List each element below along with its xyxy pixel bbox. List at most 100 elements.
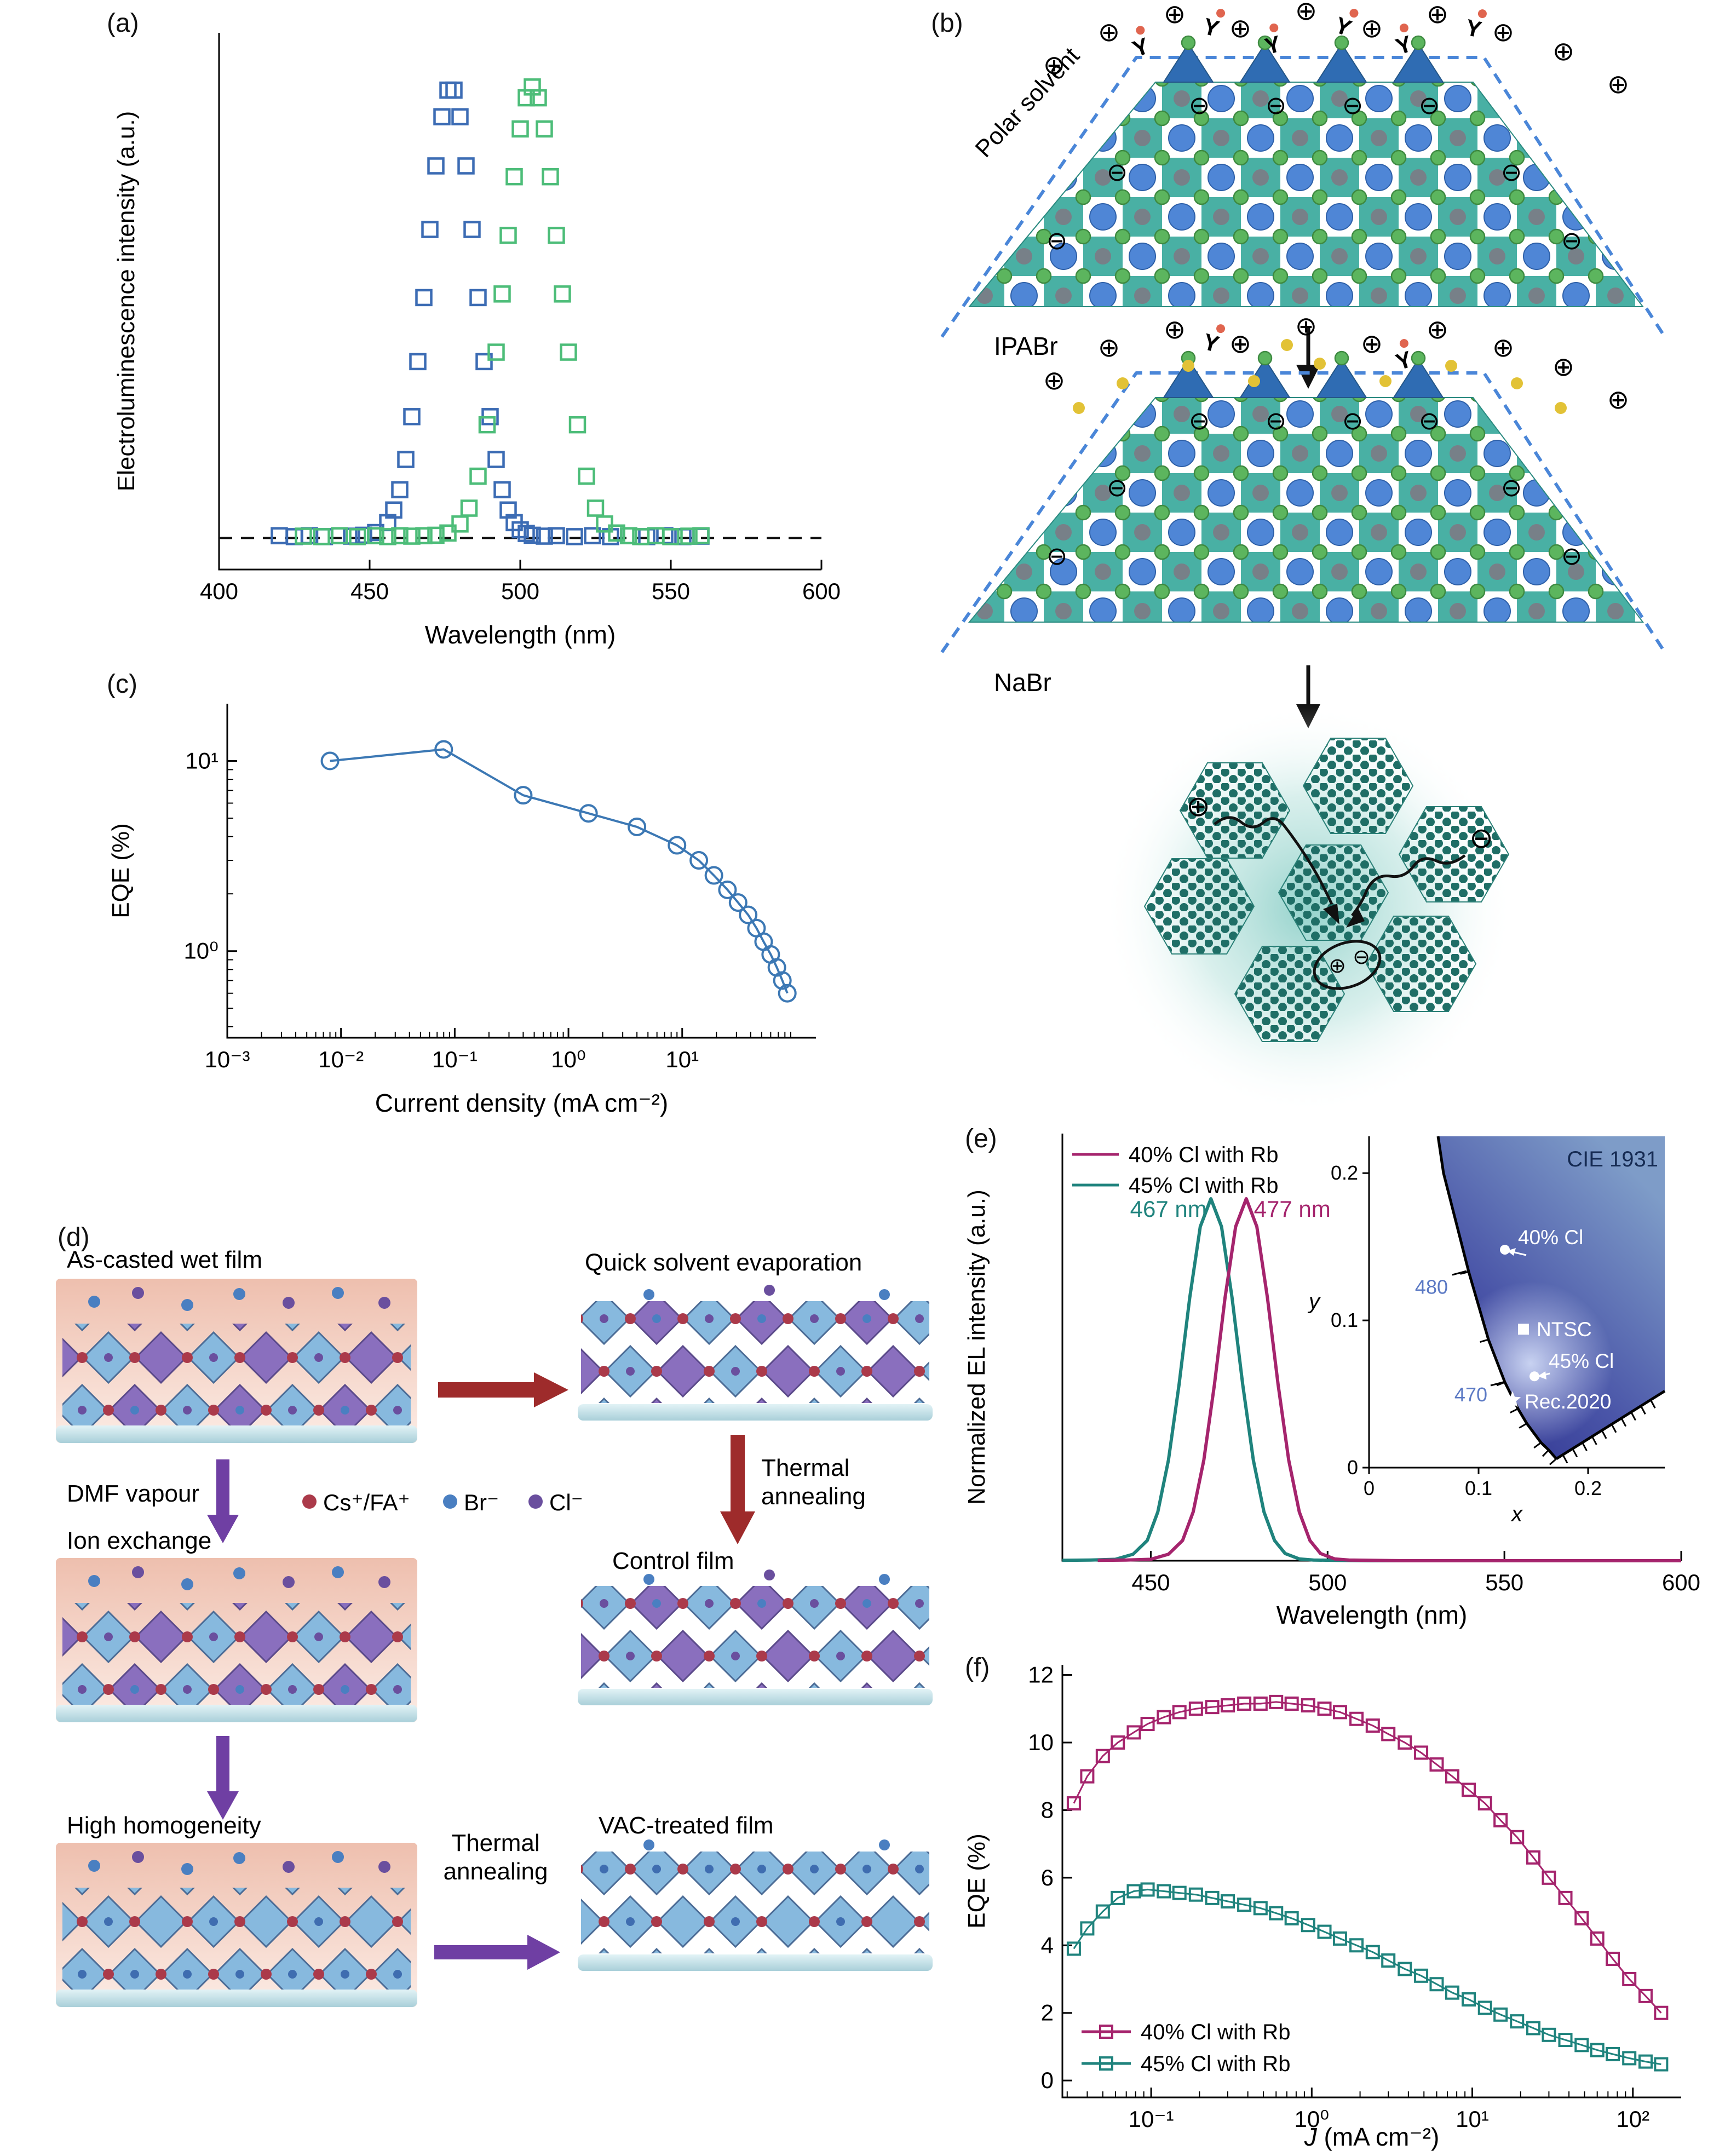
svg-text:⊕: ⊕: [1043, 366, 1065, 395]
svg-text:Normalized EL intensity (a.u.): Normalized EL intensity (a.u.): [963, 1189, 990, 1504]
svg-text:Rec.2020: Rec.2020: [1525, 1390, 1611, 1413]
svg-text:Current density (mA cm⁻²): Current density (mA cm⁻²): [375, 1089, 669, 1117]
svg-text:⊕: ⊕: [1553, 353, 1574, 382]
svg-text:⊕: ⊕: [1295, 0, 1317, 26]
svg-text:40% Cl: 40% Cl: [1518, 1226, 1583, 1249]
svg-text:⊖: ⊖: [1419, 91, 1440, 119]
ion-legend: Cs⁺/FA⁺ Br⁻ Cl⁻: [302, 1490, 583, 1515]
dashed-outline: [940, 56, 1666, 338]
recombination-ellipse: [1313, 940, 1382, 990]
svg-text:⊖: ⊖: [1419, 406, 1440, 435]
svg-text:⊖: ⊖: [1107, 158, 1128, 186]
svg-text:10¹: 10¹: [665, 1047, 699, 1072]
as-casted-film: [56, 1279, 417, 1443]
svg-text:40% Cl with Rb: 40% Cl with Rb: [1129, 1143, 1278, 1167]
hole-symbol-small: ⊕: [1329, 955, 1346, 978]
svg-text:Wavelength (nm): Wavelength (nm): [1277, 1601, 1468, 1629]
svg-text:⊕: ⊕: [1361, 330, 1383, 359]
br-label: Br⁻: [464, 1490, 499, 1515]
high-homogeneity-film: [56, 1843, 417, 2007]
svg-text:45% Cl with Rb: 45% Cl with Rb: [1141, 2052, 1290, 2076]
svg-text:EQE (%): EQE (%): [963, 1833, 990, 1929]
svg-text:0.1: 0.1: [1465, 1477, 1492, 1499]
svg-text:4: 4: [1041, 1932, 1054, 1958]
svg-text:550: 550: [652, 578, 690, 604]
svg-text:Y: Y: [1393, 346, 1415, 375]
svg-text:J (mA cm⁻²): J (mA cm⁻²): [1304, 2123, 1440, 2151]
svg-text:6: 6: [1041, 1865, 1054, 1890]
svg-text:⊖: ⊖: [1046, 542, 1068, 570]
control-film-label: Control film: [612, 1548, 734, 1574]
svg-text:10⁰: 10⁰: [551, 1047, 586, 1072]
plus-ions: ⊕ ⊕ ⊕ ⊕ ⊕ ⊕ ⊕ ⊕ ⊕ ⊕: [1043, 0, 1629, 99]
nanocrystal-clusters: [1143, 738, 1510, 1042]
svg-text:⊖: ⊖: [1342, 91, 1364, 119]
svg-text:EQE (%): EQE (%): [107, 823, 134, 918]
svg-text:0.2: 0.2: [1574, 1477, 1602, 1499]
nanocrystal-aggregate: ⊕ ⊖ ⊕ ⊖: [1103, 704, 1514, 1114]
svg-text:⊖: ⊖: [1107, 473, 1128, 502]
svg-text:y: y: [1307, 1290, 1321, 1314]
dmf-vapour-label: DMF vapour: [67, 1480, 199, 1507]
svg-text:⊖: ⊖: [1189, 91, 1210, 119]
electron-symbol: ⊖: [1469, 823, 1493, 854]
dashed-outline: [940, 371, 1666, 653]
ion-exchange-film: [56, 1558, 417, 1722]
svg-text:⊕: ⊕: [1553, 37, 1574, 66]
svg-text:467 nm: 467 nm: [1130, 1196, 1207, 1222]
svg-text:10⁻²: 10⁻²: [318, 1047, 364, 1072]
svg-text:Y: Y: [1200, 329, 1222, 358]
panel-letter-e: (e): [965, 1124, 997, 1153]
svg-text:⊕: ⊕: [1043, 51, 1065, 80]
svg-text:10⁻³: 10⁻³: [205, 1047, 250, 1072]
ipabr-label: IPABr: [994, 332, 1058, 360]
high-homogeneity-label: High homogeneity: [67, 1812, 261, 1839]
nabr-lattice: ⊖ ⊖ ⊖ ⊖ ⊖ ⊖ ⊖ ⊖ ⊕ ⊕ ⊕ ⊕ ⊕ ⊕ ⊕ ⊕ ⊕ ⊕ Y Y NaBr: [940, 312, 1666, 697]
svg-text:450: 450: [350, 578, 389, 604]
svg-text:400: 400: [200, 578, 238, 604]
svg-text:⊖: ⊖: [1501, 473, 1522, 502]
svg-text:⊕: ⊕: [1492, 334, 1514, 363]
svg-text:⊕: ⊕: [1098, 18, 1120, 47]
svg-text:x: x: [1510, 1502, 1523, 1526]
svg-text:⊕: ⊕: [1492, 18, 1514, 47]
svg-text:8: 8: [1041, 1797, 1054, 1822]
vac-treated-label: VAC-treated film: [599, 1812, 774, 1839]
svg-text:NTSC: NTSC: [1537, 1318, 1592, 1341]
eqe-j-chart: 10⁻¹ 10⁰ 10¹ 10² 0 2 4 6 8 10 12 J (mA cm⁻²) EQE (%)…: [963, 1662, 1681, 2151]
electron-symbol-small: ⊖: [1353, 946, 1370, 969]
red-down-arrow: [720, 1435, 755, 1544]
svg-text:Wavelength (nm): Wavelength (nm): [425, 620, 616, 649]
el-spectra-chart: 400 450 500 550 600 Wavelength (nm) Electrolum…: [113, 33, 841, 649]
svg-text:10¹: 10¹: [1456, 2106, 1489, 2132]
svg-text:0.1: 0.1: [1331, 1309, 1358, 1331]
svg-text:10: 10: [1028, 1729, 1054, 1755]
svg-text:10⁻¹: 10⁻¹: [1129, 2106, 1174, 2132]
svg-text:12: 12: [1028, 1662, 1054, 1688]
svg-text:⊖: ⊖: [1266, 406, 1287, 435]
svg-text:⊕: ⊕: [1427, 0, 1448, 29]
ion-exchange-label: Ion exchange: [67, 1527, 211, 1554]
svg-text:⊕: ⊕: [1164, 315, 1186, 344]
svg-text:⊖: ⊖: [1342, 406, 1364, 435]
quick-evaporation-label: Quick solvent evaporation: [585, 1249, 862, 1276]
thermal-annealing-label-2b: annealing: [444, 1858, 548, 1885]
svg-text:Electroluminescence intensity: Electroluminescence intensity (a.u.): [113, 111, 140, 492]
svg-text:500: 500: [501, 578, 539, 604]
svg-text:10⁰: 10⁰: [1295, 2106, 1330, 2132]
svg-text:45% Cl with Rb: 45% Cl with Rb: [1129, 1174, 1278, 1198]
svg-text:470: 470: [1454, 1383, 1487, 1406]
svg-text:450: 450: [1131, 1569, 1170, 1595]
nabr-label: NaBr: [994, 668, 1051, 697]
svg-text:10⁻¹: 10⁻¹: [432, 1047, 478, 1072]
svg-text:⊖: ⊖: [1046, 226, 1068, 255]
ipabr-lattice: ⊖ ⊖ ⊖ ⊖ ⊖ ⊖ ⊖ ⊖ ⊕⊕ ⊕⊕ ⊕ ⊕ ⊕⊕ ⊕⊕ Y Y Y Y Y Y P…: [940, 0, 1666, 360]
panel-letter-d: (d): [58, 1223, 90, 1252]
as-casted-label: As-casted wet film: [67, 1246, 262, 1273]
crystal-structure-illustration: ⊖ ⊖ ⊖ ⊖ ⊖ ⊖ ⊖ ⊖ ⊕ ⊕ ⊕ ⊕ ⊕ ⊕ ⊕ ⊕ ⊕ ⊕ Y Y Y Y Y Y P…: [940, 0, 1666, 1114]
br-dot: [443, 1494, 457, 1509]
purple-right-arrow: [434, 1935, 560, 1970]
svg-text:⊖: ⊖: [1266, 91, 1287, 119]
svg-text:⊕: ⊕: [1229, 14, 1251, 43]
sodium-ions: [1073, 339, 1567, 414]
